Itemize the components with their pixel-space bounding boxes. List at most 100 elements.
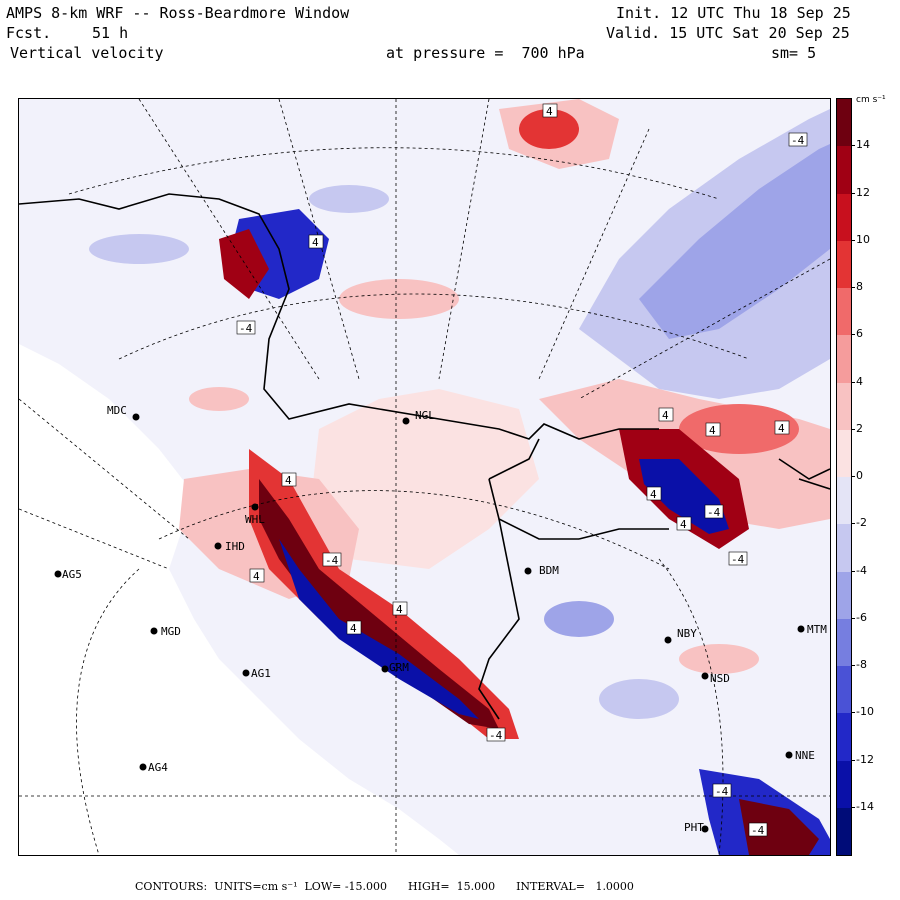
- contour-low: LOW= -15.000: [304, 880, 388, 893]
- colorbar-tick-label: 4: [856, 374, 863, 388]
- svg-text:4: 4: [546, 105, 553, 118]
- svg-text:-4: -4: [489, 729, 503, 742]
- svg-text:4: 4: [350, 622, 357, 635]
- colorbar-tick: [851, 428, 855, 430]
- station-bdm[interactable]: [524, 567, 532, 575]
- blob-6: [89, 234, 189, 264]
- blob-2: [599, 679, 679, 719]
- svg-text:-4: -4: [715, 785, 729, 798]
- contour-label: 4: [346, 620, 362, 635]
- colorbar-tick: [851, 239, 855, 241]
- colorbar: [836, 98, 852, 856]
- station-label-ag1: AG1: [251, 667, 271, 680]
- station-mgd[interactable]: [150, 627, 158, 635]
- station-ag4[interactable]: [139, 763, 147, 771]
- blob-1: [544, 601, 614, 637]
- station-label-nby: NBY: [677, 627, 697, 640]
- svg-text:4: 4: [709, 424, 716, 437]
- colorbar-segment: [837, 429, 851, 478]
- station-ngl[interactable]: [402, 417, 410, 425]
- field-name: Vertical velocity: [10, 44, 164, 62]
- colorbar-segment: [837, 99, 851, 148]
- colorbar-tick-label: 12: [856, 185, 870, 199]
- station-grm[interactable]: [381, 665, 389, 673]
- colorbar-units: cm s⁻¹: [856, 95, 886, 105]
- colorbar-segment: [837, 477, 851, 526]
- colorbar-tick-label: -14: [856, 799, 874, 813]
- map-panel[interactable]: MDC NGL IHD AG5 MGD AG1 AG4 GRM BDM NBY …: [18, 98, 831, 856]
- station-label-mdc: MDC: [107, 404, 127, 417]
- blob-7: [309, 185, 389, 213]
- blob-5: [189, 387, 249, 411]
- station-nne[interactable]: [785, 751, 793, 759]
- colorbar-segment: [837, 382, 851, 431]
- station-pht[interactable]: [701, 825, 709, 833]
- contour-label: -4: [704, 504, 724, 519]
- contour-label: -4: [236, 320, 256, 335]
- map-title: AMPS 8-km WRF -- Ross-Beardmore Window: [6, 4, 350, 22]
- svg-text:4: 4: [650, 488, 657, 501]
- contour-label: -4: [728, 551, 748, 566]
- blob-3: [679, 644, 759, 674]
- colorbar-tick-label: 0: [856, 469, 863, 482]
- station-ag1[interactable]: [242, 669, 250, 677]
- svg-text:-4: -4: [731, 553, 745, 566]
- station-mdc[interactable]: [132, 413, 140, 421]
- station-ag5[interactable]: [54, 570, 62, 578]
- svg-text:-4: -4: [239, 322, 253, 335]
- se-ascent-cell: [739, 799, 819, 855]
- station-label-ngl: NGL: [415, 409, 435, 422]
- station-label-pht: PHT: [684, 821, 704, 834]
- ascent-cell-east: [679, 404, 799, 454]
- contour-label: -4: [748, 822, 768, 837]
- colorbar-tick: [851, 523, 855, 525]
- station-label-ihd: IHD: [225, 540, 245, 553]
- colorbar-tick-label: -2: [856, 516, 867, 530]
- station-label-ag4: AG4: [148, 761, 168, 774]
- colorbar-tick-label: -4: [856, 563, 867, 577]
- station-labels: MDC NGL IHD AG5 MGD AG1 AG4 GRM BDM NBY …: [62, 404, 827, 834]
- contour-labels: 4 -4 4 -4 4 4 -4 4 -4 4 4 4 4 -4 4 4 -4 …: [236, 103, 808, 837]
- colorbar-segment: [837, 146, 851, 195]
- ascent-region-1: [309, 389, 539, 569]
- colorbar-tick: [851, 617, 855, 619]
- colorbar-tick: [851, 476, 855, 477]
- station-markers: [54, 413, 805, 833]
- colorbar-tick: [851, 759, 855, 761]
- contour-interval: INTERVAL= 1.0000: [516, 880, 634, 893]
- contours-label: CONTOURS:: [135, 880, 208, 893]
- station-ihd[interactable]: [214, 542, 222, 550]
- contour-units: UNITS=cm s⁻¹: [214, 880, 298, 893]
- station-nby[interactable]: [664, 636, 672, 644]
- contour-label: 4: [308, 234, 324, 249]
- contour-info: CONTOURS: UNITS=cm s⁻¹ LOW= -15.000 HIGH…: [135, 880, 634, 893]
- station-mtm[interactable]: [797, 625, 805, 633]
- colorbar-tick-label: -6: [856, 610, 867, 624]
- contour-label: 4: [658, 407, 674, 422]
- station-label-mtm: MTM: [807, 623, 827, 636]
- colorbar-segment: [837, 240, 851, 289]
- colorbar-tick-label: 14: [856, 138, 870, 152]
- contour-label: 4: [281, 472, 297, 487]
- colorbar-segment: [837, 288, 851, 337]
- station-label-grm: GRM: [389, 661, 409, 674]
- contour-label: -4: [712, 783, 732, 798]
- forecast-hours: 51 h: [92, 24, 129, 42]
- colorbar-tick: [851, 192, 855, 194]
- station-nsd[interactable]: [701, 672, 709, 680]
- colorbar-tick-label: 2: [856, 421, 863, 435]
- svg-text:-4: -4: [325, 554, 339, 567]
- station-label-ag5: AG5: [62, 568, 82, 581]
- colorbar-segment: [837, 666, 851, 715]
- svg-text:4: 4: [285, 474, 292, 487]
- contour-high: HIGH= 15.000: [408, 880, 496, 893]
- colorbar-tick: [851, 806, 855, 808]
- svg-text:4: 4: [662, 409, 669, 422]
- contour-label: 4: [249, 568, 265, 583]
- contour-label: 4: [676, 516, 692, 531]
- station-label-nsd: NSD: [710, 672, 730, 685]
- colorbar-tick: [851, 287, 855, 288]
- svg-text:4: 4: [396, 603, 403, 616]
- coastline: [19, 193, 830, 720]
- station-whl[interactable]: [251, 503, 259, 511]
